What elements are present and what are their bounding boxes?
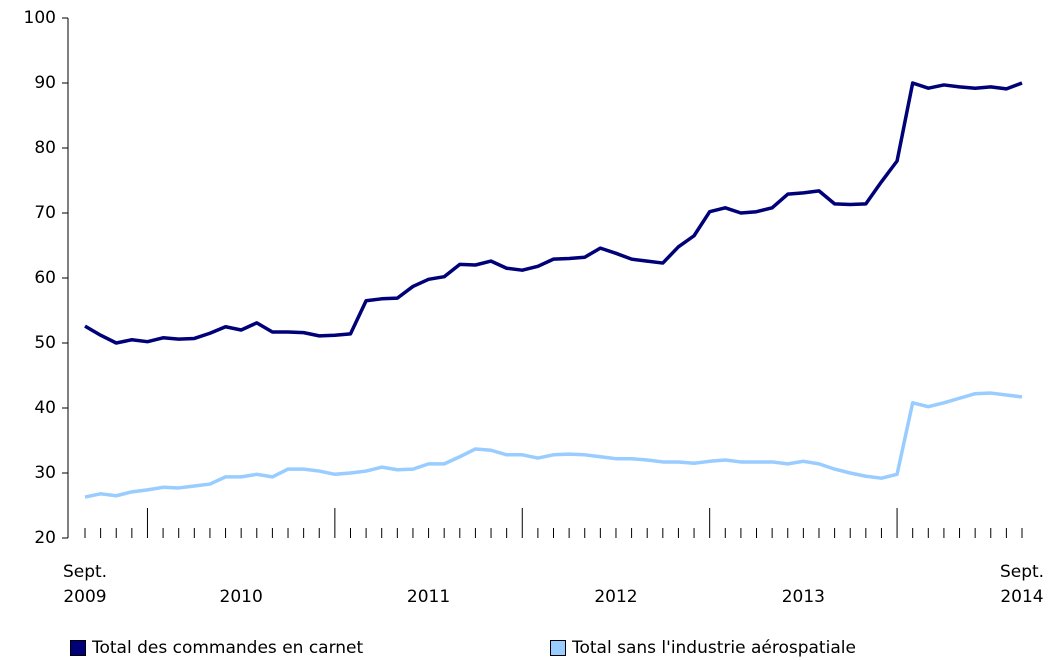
y-tick-label: 90 — [34, 73, 56, 93]
legend-item: Total sans l'industrie aérospatiale — [550, 638, 856, 658]
series-line — [84, 81, 1023, 345]
series-line — [84, 391, 1023, 499]
x-tick-label: 2011 — [406, 587, 451, 607]
legend-label: Total des commandes en carnet — [92, 638, 364, 658]
y-tick-label: 80 — [34, 138, 56, 158]
y-tick-label: 50 — [34, 333, 56, 353]
y-tick-label: 60 — [34, 268, 56, 288]
x-tick-label: 2012 — [594, 587, 638, 607]
x-tick-label: Sept. 2009 — [62, 562, 108, 607]
y-tick-label: 70 — [34, 203, 56, 223]
legend-item: Total des commandes en carnet — [70, 638, 363, 658]
legend-swatch — [550, 640, 566, 656]
y-tick-label: 100 — [24, 8, 56, 28]
x-tick-label: 2013 — [781, 587, 825, 607]
legend-label: Total sans l'industrie aérospatiale — [572, 638, 856, 658]
y-tick-label: 20 — [34, 528, 56, 548]
y-tick-label: 30 — [34, 463, 56, 483]
x-tick-label: Sept. 2014 — [999, 562, 1045, 607]
x-tick-label: 2010 — [219, 587, 263, 607]
legend-swatch — [70, 640, 86, 656]
y-tick-label: 40 — [34, 398, 56, 418]
